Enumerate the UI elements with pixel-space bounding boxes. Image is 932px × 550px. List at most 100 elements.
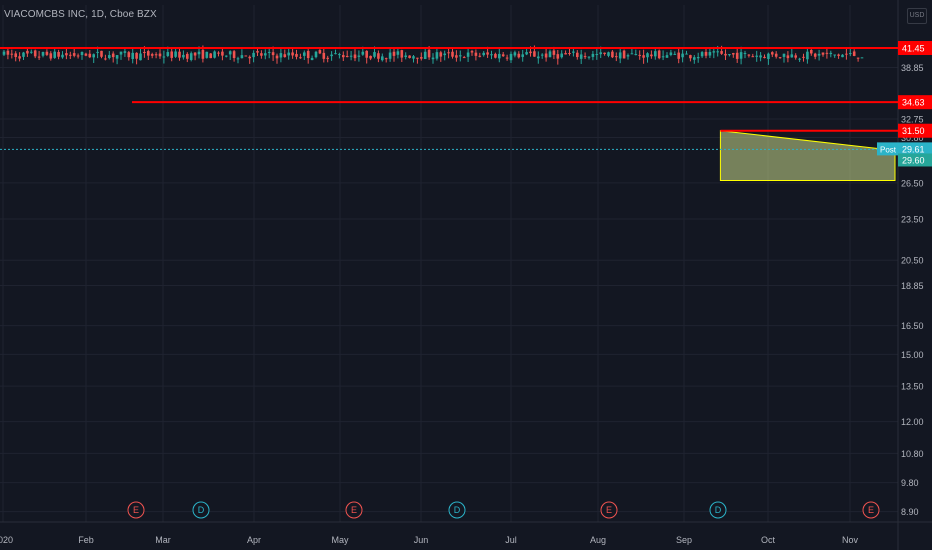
- candle-body[interactable]: [435, 52, 439, 59]
- candle-body[interactable]: [782, 53, 786, 57]
- candle-body[interactable]: [759, 55, 762, 58]
- candle-body[interactable]: [33, 50, 37, 57]
- candle-body[interactable]: [314, 51, 318, 58]
- candle-body[interactable]: [704, 51, 708, 56]
- earnings-event-icon[interactable]: [345, 501, 363, 519]
- candle-body[interactable]: [681, 53, 684, 58]
- candle-body[interactable]: [236, 58, 240, 60]
- candle-body[interactable]: [517, 53, 521, 58]
- candle-body[interactable]: [806, 51, 809, 60]
- candle-body[interactable]: [170, 51, 173, 58]
- candle-body[interactable]: [443, 53, 446, 56]
- candle-body[interactable]: [622, 50, 626, 59]
- candle-body[interactable]: [817, 53, 821, 56]
- candle-body[interactable]: [529, 51, 532, 54]
- candle-body[interactable]: [798, 58, 801, 60]
- candle-body[interactable]: [794, 55, 797, 58]
- candle-body[interactable]: [69, 54, 72, 56]
- candle-body[interactable]: [856, 57, 860, 59]
- candle-body[interactable]: [611, 51, 614, 58]
- candle-body[interactable]: [182, 54, 185, 58]
- candle-body[interactable]: [700, 52, 704, 57]
- candle-body[interactable]: [416, 57, 419, 59]
- candle-body[interactable]: [111, 53, 115, 58]
- candle-body[interactable]: [193, 52, 197, 56]
- candle-body[interactable]: [813, 53, 817, 57]
- candle-body[interactable]: [377, 53, 380, 59]
- candle-body[interactable]: [201, 49, 205, 59]
- candle-body[interactable]: [513, 52, 517, 56]
- candle-body[interactable]: [845, 53, 848, 55]
- candle-body[interactable]: [568, 53, 571, 55]
- candle-body[interactable]: [76, 55, 80, 57]
- candle-body[interactable]: [646, 53, 649, 58]
- candle-body[interactable]: [205, 51, 209, 58]
- candle-body[interactable]: [720, 51, 723, 54]
- candle-body[interactable]: [693, 57, 696, 60]
- candle-body[interactable]: [501, 54, 505, 57]
- candle-body[interactable]: [53, 51, 56, 58]
- candle-body[interactable]: [778, 57, 782, 59]
- candle-body[interactable]: [267, 51, 271, 53]
- candle-body[interactable]: [365, 50, 368, 58]
- candle-body[interactable]: [369, 55, 372, 59]
- candle-body[interactable]: [225, 55, 228, 57]
- candle-body[interactable]: [189, 53, 193, 60]
- dividend-event-icon[interactable]: [709, 501, 727, 519]
- candle-body[interactable]: [271, 52, 275, 56]
- candle-body[interactable]: [654, 51, 657, 57]
- candle-body[interactable]: [833, 54, 836, 56]
- candle-body[interactable]: [482, 52, 485, 56]
- candle-body[interactable]: [404, 55, 407, 58]
- candle-body[interactable]: [576, 52, 579, 58]
- candle-body[interactable]: [470, 51, 474, 53]
- candle-body[interactable]: [65, 53, 68, 56]
- currency-badge[interactable]: USD: [907, 8, 927, 24]
- candle-body[interactable]: [349, 55, 353, 57]
- candle-body[interactable]: [618, 52, 622, 59]
- candle-body[interactable]: [228, 51, 232, 55]
- candle-body[interactable]: [41, 51, 45, 56]
- candle-body[interactable]: [478, 55, 482, 57]
- candle-body[interactable]: [295, 53, 298, 57]
- earnings-event-icon[interactable]: [600, 501, 618, 519]
- candle-body[interactable]: [72, 53, 76, 56]
- candle-body[interactable]: [186, 53, 189, 59]
- candle-body[interactable]: [217, 52, 220, 54]
- candle-body[interactable]: [642, 55, 645, 58]
- candle-body[interactable]: [677, 52, 680, 59]
- candle-body[interactable]: [10, 53, 14, 55]
- candle-body[interactable]: [498, 53, 501, 59]
- candle-body[interactable]: [490, 54, 493, 56]
- candle-body[interactable]: [505, 57, 509, 59]
- candle-body[interactable]: [732, 53, 735, 55]
- candle-body[interactable]: [232, 51, 236, 59]
- candle-body[interactable]: [552, 50, 556, 55]
- candle-body[interactable]: [80, 51, 84, 55]
- candle-body[interactable]: [564, 53, 567, 55]
- candle-body[interactable]: [2, 51, 6, 55]
- candle-body[interactable]: [221, 51, 224, 56]
- candle-body[interactable]: [318, 50, 322, 54]
- candle-body[interactable]: [123, 51, 127, 53]
- candle-body[interactable]: [197, 51, 201, 55]
- candle-body[interactable]: [735, 52, 739, 59]
- candle-body[interactable]: [334, 53, 337, 55]
- candle-body[interactable]: [303, 52, 306, 56]
- candle-body[interactable]: [650, 54, 653, 57]
- candle-body[interactable]: [747, 54, 751, 56]
- candle-body[interactable]: [852, 51, 856, 56]
- candle-body[interactable]: [767, 53, 770, 59]
- candle-body[interactable]: [174, 51, 177, 57]
- candle-body[interactable]: [603, 52, 606, 54]
- candle-body[interactable]: [252, 52, 255, 58]
- candle-body[interactable]: [724, 53, 727, 56]
- candle-body[interactable]: [139, 53, 142, 61]
- candle-body[interactable]: [275, 55, 279, 59]
- earnings-event-icon[interactable]: [862, 501, 880, 519]
- candle-body[interactable]: [716, 51, 719, 53]
- dividend-event-icon[interactable]: [448, 501, 466, 519]
- candle-body[interactable]: [615, 56, 618, 58]
- candle-body[interactable]: [115, 55, 119, 59]
- candle-body[interactable]: [821, 52, 825, 55]
